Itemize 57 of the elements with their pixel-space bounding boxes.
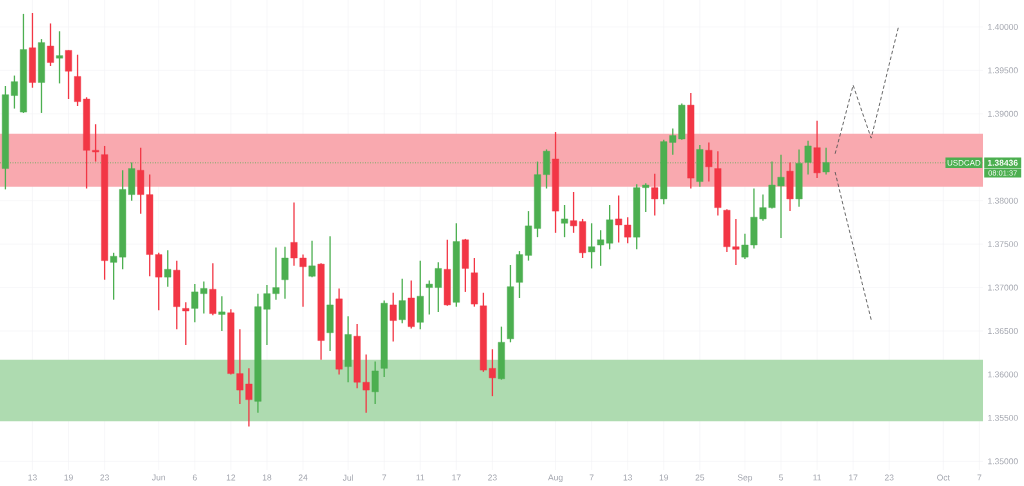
x-tick-label: 5 bbox=[778, 474, 783, 481]
candlestick bbox=[389, 292, 397, 343]
candlestick bbox=[92, 123, 100, 163]
x-tick-label: 11 bbox=[813, 474, 822, 481]
x-tick-label: 7 bbox=[382, 474, 387, 481]
x-tick-label: Jun bbox=[152, 474, 165, 481]
candlestick bbox=[398, 278, 406, 324]
x-tick-label: 23 bbox=[100, 474, 109, 481]
candlestick bbox=[561, 204, 568, 238]
y-tick-label: 1.38000 bbox=[988, 197, 1018, 204]
y-tick-label: 1.39000 bbox=[988, 110, 1018, 117]
y-tick-label: 1.36500 bbox=[988, 328, 1018, 334]
x-tick-label: 17 bbox=[849, 474, 858, 481]
x-tick-label: 12 bbox=[226, 474, 236, 481]
x-tick-label: 24 bbox=[298, 474, 308, 481]
x-tick-label: 13 bbox=[28, 474, 37, 481]
candlestick bbox=[308, 239, 316, 278]
x-tick-label: 11 bbox=[416, 474, 425, 481]
x-tick-label: 25 bbox=[695, 474, 705, 481]
x-tick-label: Jul bbox=[342, 474, 353, 481]
x-tick-label: 19 bbox=[64, 474, 73, 481]
y-tick-label: 1.35500 bbox=[988, 414, 1018, 421]
candlestick bbox=[588, 222, 596, 270]
candlestick bbox=[705, 141, 713, 183]
y-tick-label: 1.37000 bbox=[988, 284, 1018, 291]
candlestick bbox=[570, 191, 578, 234]
x-tick-label: 19 bbox=[659, 474, 669, 481]
x-tick-label: Oct bbox=[937, 474, 950, 481]
candlestick bbox=[371, 360, 379, 405]
candlestick bbox=[65, 49, 72, 100]
ref-line-label: 1.38436 bbox=[987, 159, 1018, 166]
candlestick bbox=[488, 348, 496, 397]
y-tick-label: 1.37500 bbox=[988, 241, 1018, 248]
x-tick-label: 17 bbox=[452, 474, 461, 481]
x-tick-label: 7 bbox=[589, 474, 594, 481]
x-tick-label: Aug bbox=[548, 474, 563, 483]
x-tick-label: 13 bbox=[623, 474, 633, 481]
y-tick-label: 1.40000 bbox=[988, 23, 1018, 30]
candlestick bbox=[47, 22, 54, 67]
x-tick-label: Sep bbox=[737, 474, 753, 483]
candlestick bbox=[218, 295, 226, 332]
line-series bbox=[834, 27, 899, 155]
candlestick bbox=[182, 301, 190, 346]
candlestick bbox=[651, 173, 659, 217]
candlestick bbox=[56, 30, 63, 85]
line-series bbox=[834, 171, 872, 321]
candlestick bbox=[10, 74, 18, 110]
candlestick bbox=[164, 249, 172, 288]
x-tick-label: 6 bbox=[192, 474, 197, 481]
x-tick-label: 7 bbox=[977, 474, 982, 481]
y-tick-label: 1.39500 bbox=[988, 67, 1018, 74]
y-tick-label: 1.35000 bbox=[988, 458, 1018, 465]
y-tick-label: 1.36000 bbox=[988, 371, 1018, 378]
candlestick bbox=[281, 246, 289, 300]
x-tick-label: 23 bbox=[884, 474, 894, 481]
x-tick-label: 23 bbox=[488, 474, 497, 481]
x-tick-label: 18 bbox=[262, 474, 272, 481]
